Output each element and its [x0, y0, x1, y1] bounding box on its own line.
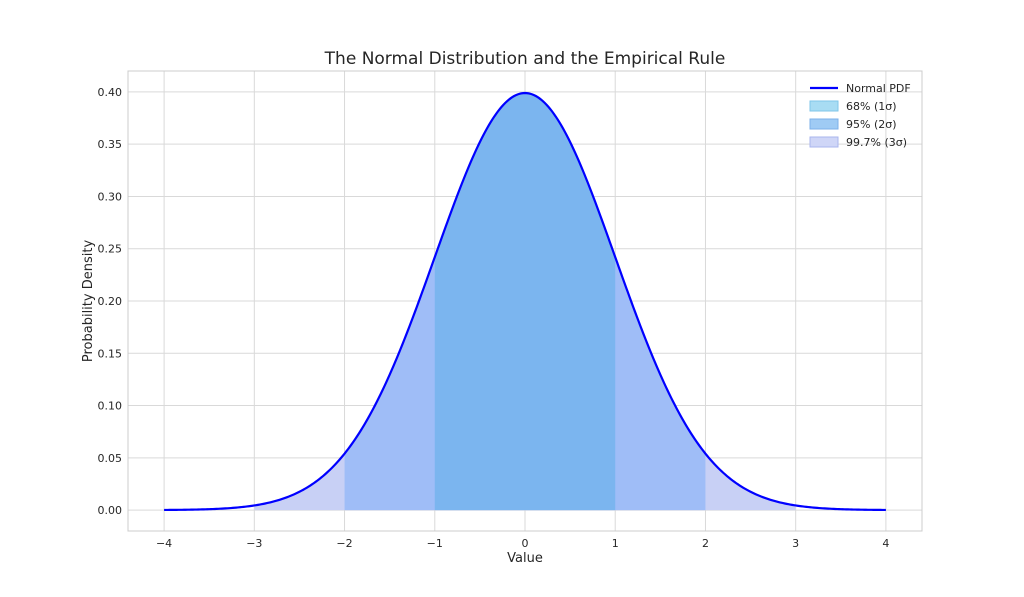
legend-entry-label: 95% (2σ) — [846, 118, 897, 131]
x-tick-label: 0 — [522, 537, 529, 550]
legend-patch-swatch — [809, 118, 839, 130]
y-tick-label: 0.15 — [98, 347, 123, 360]
legend: Normal PDF 68% (1σ) 95% (2σ) 99.7% (3σ) — [809, 82, 911, 149]
plot-frame — [127, 70, 923, 532]
legend-patch-swatch — [809, 136, 839, 148]
y-tick-label: 0.20 — [98, 295, 123, 308]
shaded-regions — [254, 93, 796, 511]
y-tick-label: 0.00 — [98, 504, 123, 517]
y-tick-label: 0.30 — [98, 190, 123, 203]
x-tick-labels: −4 −3 −2 −1 0 1 2 3 4 — [156, 537, 889, 550]
y-tick-labels: 0.00 0.05 0.10 0.15 0.20 0.25 0.30 0.35 0.40 — [98, 86, 123, 517]
x-tick-label: −2 — [336, 537, 352, 550]
shaded-region-3 — [434, 93, 616, 511]
legend-patch-swatch — [809, 100, 839, 112]
chart-title: The Normal Distribution and the Empirica… — [324, 49, 726, 69]
y-tick-label: 0.40 — [98, 86, 123, 99]
x-tick-label: −4 — [156, 537, 172, 550]
x-tick-label: 2 — [702, 537, 709, 550]
x-tick-label: −3 — [246, 537, 262, 550]
y-tick-label: 0.25 — [98, 243, 123, 256]
legend-entry-label: Normal PDF — [846, 82, 911, 95]
y-tick-label: 0.35 — [98, 138, 123, 151]
legend-entry-label: 99.7% (3σ) — [846, 136, 907, 149]
x-tick-label: 3 — [792, 537, 799, 550]
pdf-curve-group — [164, 91, 886, 512]
x-tick-label: −1 — [427, 537, 443, 550]
x-axis-label: Value — [507, 551, 543, 566]
y-tick-label: 0.05 — [98, 452, 123, 465]
x-tick-label: 4 — [882, 537, 889, 550]
y-axis-label: Probability Density — [81, 240, 96, 363]
y-tick-label: 0.10 — [98, 400, 123, 413]
x-tick-label: 1 — [612, 537, 619, 550]
normal-pdf-line — [164, 91, 886, 512]
legend-entry-label: 68% (1σ) — [846, 100, 897, 113]
